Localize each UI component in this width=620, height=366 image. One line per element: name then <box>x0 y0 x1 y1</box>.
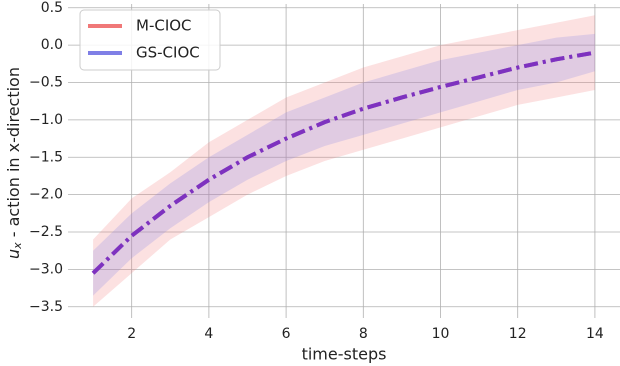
y-tick-label: 0.0 <box>41 37 63 53</box>
x-tick-label: 6 <box>282 326 291 342</box>
y-tick-label: 0.5 <box>41 0 63 16</box>
x-tick-label: 12 <box>509 326 527 342</box>
y-tick-label: −3.0 <box>29 261 63 277</box>
x-tick-label: 8 <box>359 326 368 342</box>
mean-line <box>91 50 596 275</box>
band <box>93 15 595 307</box>
x-tick-label: 10 <box>432 326 450 342</box>
y-tick-label: −2.0 <box>29 187 63 203</box>
y-label-text: - action in x-direction <box>4 67 23 242</box>
band <box>93 33 595 296</box>
x-tick-label: 2 <box>127 326 136 342</box>
y-tick-label: −2.5 <box>29 224 63 240</box>
y-tick-label: −3.5 <box>29 299 63 315</box>
y-label-subscript: x <box>11 242 24 250</box>
legend-label: M-CIOC <box>136 17 192 35</box>
legend-label: GS-CIOC <box>136 44 200 62</box>
y-label-symbol: u <box>4 249 23 259</box>
y-tick-label: −1.0 <box>29 112 63 128</box>
plot-area: −3.5 −3.0 −2.5 −2.0 −1.5 −1.0 −0.5 0.0 0.5 2 4 6 8 10… <box>29 0 620 342</box>
y-tick-label: −1.5 <box>29 149 63 165</box>
y-axis-label: ux - action in x-direction <box>4 67 25 259</box>
x-tick-label: 4 <box>204 326 213 342</box>
x-axis-label: time-steps <box>302 345 387 364</box>
x-tick-label: 14 <box>586 326 604 342</box>
y-tick-label: −0.5 <box>29 75 63 91</box>
